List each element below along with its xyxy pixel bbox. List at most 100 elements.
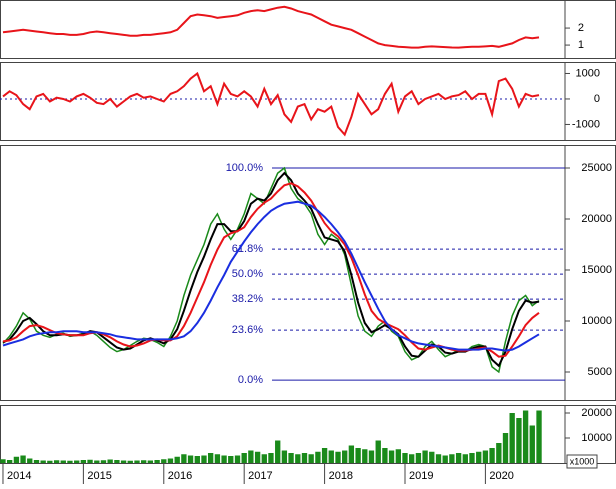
series-line [2,5,540,49]
fib-label: 0.0% [238,374,263,386]
volume-bar [408,454,415,463]
volume-bar [234,455,241,463]
y-tick-label: 1 [578,39,584,51]
volume-bar [154,460,160,463]
volume-bar [321,448,328,463]
volume-bar [462,454,468,463]
y-tick-label: 20000 [581,407,612,419]
x-tick-label: 2016 [168,470,192,482]
volume-bar [207,453,214,463]
volume-bar [33,460,40,463]
volume-bar [141,460,147,463]
x-tick-label: 2018 [329,470,353,482]
series-line [2,71,540,137]
volume-bar [375,440,381,463]
volume-bar [422,450,428,463]
y-tick-label: 1000 [576,67,600,79]
volume-bar [288,453,294,463]
y-tick-label: 10000 [581,432,612,444]
volume-bar [120,460,127,463]
volume-bar [435,454,442,463]
y-tick-label: 15000 [581,264,612,276]
volume-bar [241,453,247,463]
y-tick-label: 5000 [588,366,612,378]
volume-bar [449,454,455,463]
volume-bar [489,448,495,463]
volume-bar [281,450,288,463]
volume-bar [254,451,261,463]
volume-bar [74,460,80,463]
x-tick-label: 2017 [248,470,272,482]
volume-bar [402,453,408,463]
volume-bar [20,455,26,463]
volume-bar [308,454,314,463]
volume-bar [100,460,107,463]
volume-bar [482,450,489,463]
unit-box [566,454,598,469]
volume-bar [455,453,462,463]
volume-bar [147,460,154,463]
volume-bar [201,455,207,463]
volume-bar [348,445,355,463]
volume-bar [181,454,187,463]
volume-bar [516,418,522,463]
y-tick-label: 0 [594,93,600,105]
volume-bar [301,453,308,463]
volume-bar [382,448,388,463]
volume-bar [27,458,33,463]
volume-bar [415,453,422,463]
fib-label: 100.0% [226,162,264,174]
volume-bar [275,440,281,463]
volume-bar [522,410,529,463]
volume-bar [355,448,361,463]
volume-bar [442,455,448,463]
volume-bar [429,451,435,463]
volume-bar [496,443,502,463]
volume-bar [187,455,194,463]
x-tick-label: 2020 [489,470,513,482]
volume-bar [268,453,274,463]
x-tick-label: 2019 [409,470,433,482]
volume-bar [295,454,301,463]
y-tick-label: 2 [578,22,584,34]
volume-bar [315,451,321,463]
volume-bar [502,433,509,463]
volume-bar [395,449,401,463]
volume-bar [0,459,6,463]
fib-label: 61.8% [232,243,263,255]
volume-bar [536,410,542,463]
volume-bar [167,458,174,463]
volume-bar [127,460,133,463]
fib-label: 23.6% [232,324,263,336]
volume-bar [94,460,100,463]
volume-bar [87,459,93,463]
volume-bar [161,459,167,463]
volume-bar [47,460,53,463]
x-tick-label: 2014 [7,470,31,482]
volume-bar [261,454,267,463]
volume-bar [214,454,221,463]
volume-bar [469,453,475,463]
volume-bar [67,460,73,463]
volume-bar [368,450,375,463]
volume-bar [248,450,254,463]
volume-bar [221,455,227,463]
volume-bar [60,460,66,463]
unit-label: x1000 [570,456,595,466]
volume-bar [174,456,180,463]
volume-bar [509,413,515,463]
volume-bar [114,460,120,463]
volume-bar [53,460,60,463]
volume-bar [228,456,234,463]
series-line [2,200,540,352]
volume-bar [362,449,368,463]
volume-bar [388,450,395,463]
y-tick-label: 10000 [581,315,612,327]
x-tick-label: 2015 [87,470,111,482]
volume-bar [342,450,348,463]
volume-bar [107,459,113,463]
volume-bar [40,460,46,463]
volume-bar [335,451,341,463]
